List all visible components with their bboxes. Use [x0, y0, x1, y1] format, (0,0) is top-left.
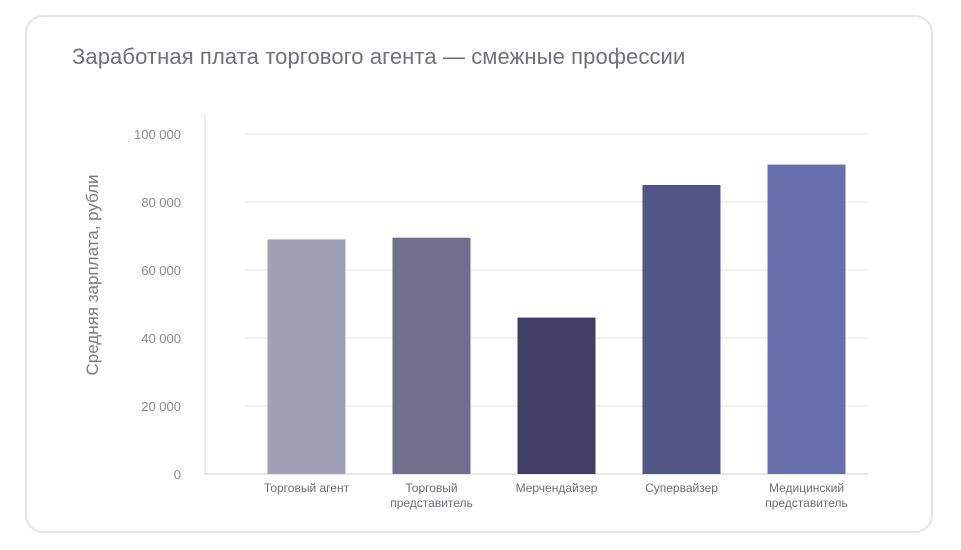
bar	[642, 185, 721, 474]
y-tick-label: 40 000	[141, 331, 181, 346]
x-category-label-line: представитель	[765, 496, 848, 510]
x-category-label-line: Медицинский	[769, 481, 844, 495]
x-category-label: Медицинский представитель	[765, 481, 848, 510]
x-category-label-line: представитель	[390, 496, 473, 510]
bar	[517, 317, 596, 474]
y-tick-label: 0	[174, 467, 181, 482]
x-category-label-line: Торговый	[405, 481, 457, 495]
bar	[392, 237, 471, 474]
chart-title: Заработная плата торгового агента — смеж…	[72, 44, 686, 69]
y-tick-label: 60 000	[141, 263, 181, 278]
y-tick-label: 100 000	[134, 127, 181, 142]
y-tick-label: 80 000	[141, 195, 181, 210]
y-tick-label: 20 000	[141, 399, 181, 414]
bar	[267, 239, 346, 474]
bar	[767, 164, 846, 474]
x-category-label: Мерчендайзер	[516, 481, 598, 495]
x-category-labels: Торговый агент Торговый представительМерче…	[264, 481, 848, 510]
x-category-label: Торговый агент	[264, 481, 350, 495]
x-category-label-line: Супервайзер	[645, 481, 718, 495]
x-category-label: Супервайзер	[645, 481, 718, 495]
y-tick-labels: 0 20 000 40 000 60 000 80 000 100 000	[134, 127, 181, 482]
x-category-label: Торговый представитель	[390, 481, 473, 510]
bars	[267, 164, 846, 474]
x-category-label-line: Торговый агент	[264, 481, 350, 495]
x-category-label-line: Мерчендайзер	[516, 481, 598, 495]
y-axis-label: Средняя зарплата, рубли	[83, 174, 102, 375]
